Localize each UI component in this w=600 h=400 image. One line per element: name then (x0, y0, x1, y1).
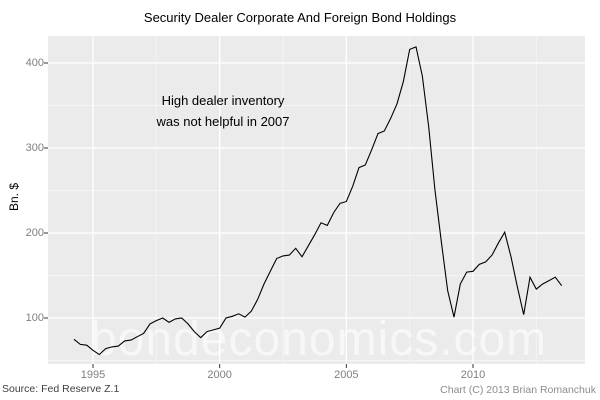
chart-title: Security Dealer Corporate And Foreign Bo… (143, 10, 457, 25)
x-tick-label: 1995 (80, 369, 106, 381)
x-tick-label: 2000 (207, 369, 232, 381)
y-tick-label: 100 (25, 312, 44, 324)
y-tick-label: 200 (25, 227, 44, 239)
x-tick-label: 2005 (334, 369, 359, 381)
y-axis-title: Bn. $ (7, 182, 21, 212)
x-tick-label: 2010 (460, 369, 486, 381)
source-note: Source: Fed Reserve Z.1 (2, 383, 120, 395)
annotation-note: High dealer inventory was not helpful in… (138, 90, 308, 132)
y-tick-label: 400 (25, 57, 44, 69)
annotation-line-1: High dealer inventory (161, 93, 285, 108)
copyright-note: Chart (C) 2013 Brian Romanchuk (440, 384, 596, 396)
annotation-line-2: was not helpful in 2007 (156, 114, 290, 129)
watermark: bondeconomics.com (90, 313, 548, 366)
y-tick-label: 300 (25, 142, 44, 154)
